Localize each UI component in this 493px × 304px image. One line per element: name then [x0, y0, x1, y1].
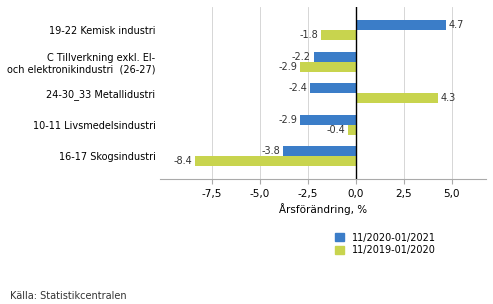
Bar [195, 156, 356, 166]
Text: 4.7: 4.7 [449, 20, 464, 30]
Bar [314, 52, 356, 62]
Text: -1.8: -1.8 [300, 30, 318, 40]
Text: -0.4: -0.4 [326, 125, 345, 135]
Bar [348, 125, 356, 135]
Text: Källa: Statistikcentralen: Källa: Statistikcentralen [10, 291, 127, 301]
Text: -3.8: -3.8 [261, 146, 280, 156]
Bar [283, 146, 356, 156]
Bar [300, 115, 356, 125]
Legend: 11/2020-01/2021, 11/2019-01/2020: 11/2020-01/2021, 11/2019-01/2020 [335, 233, 436, 255]
Bar [356, 93, 438, 103]
Text: -2.4: -2.4 [288, 83, 307, 93]
Bar [321, 30, 356, 40]
Bar [356, 20, 446, 30]
Text: 4.3: 4.3 [441, 93, 457, 103]
Text: -2.9: -2.9 [279, 62, 297, 72]
Text: -2.2: -2.2 [292, 52, 311, 62]
X-axis label: Årsförändring, %: Årsförändring, % [279, 203, 367, 215]
Bar [300, 62, 356, 72]
Bar [310, 83, 356, 93]
Text: -2.9: -2.9 [279, 115, 297, 125]
Text: -8.4: -8.4 [173, 156, 192, 166]
